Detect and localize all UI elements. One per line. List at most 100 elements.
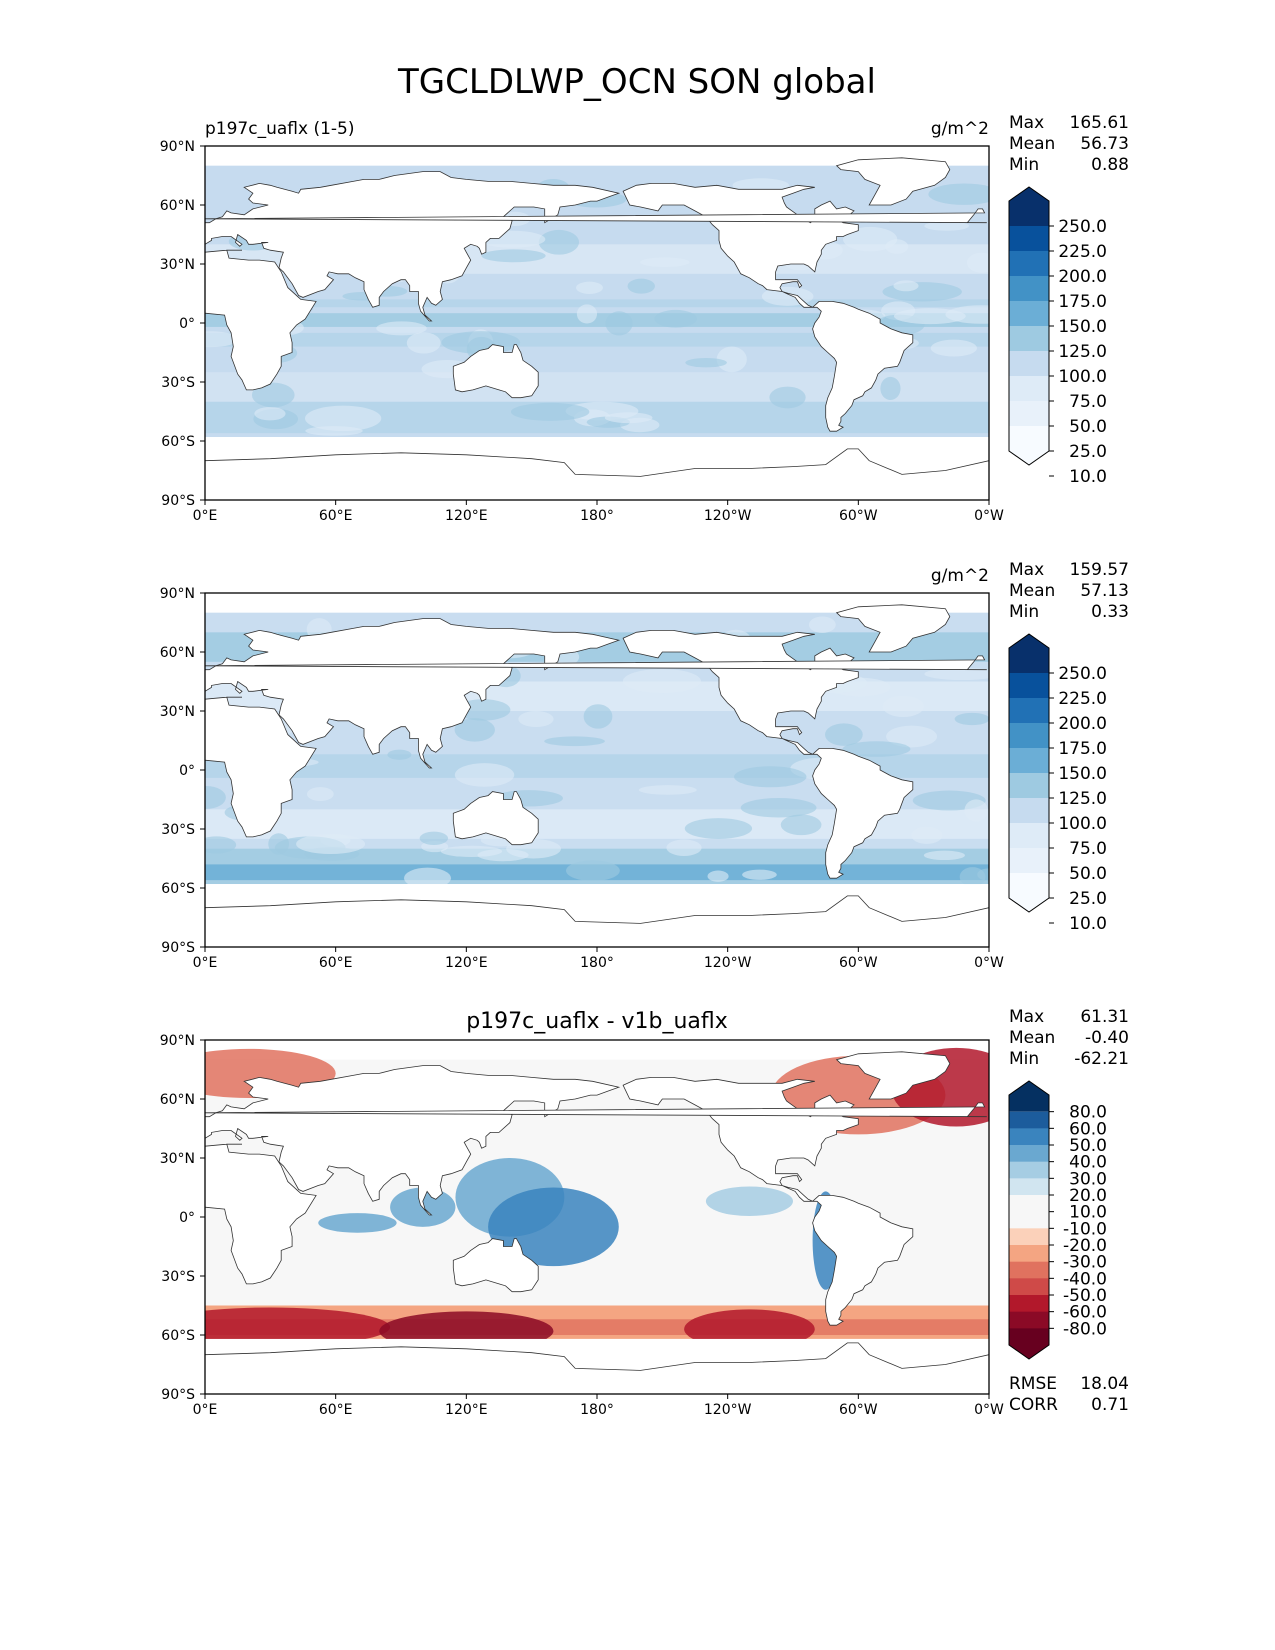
stat-value: -0.40 xyxy=(1085,1028,1129,1048)
field-patch xyxy=(893,308,966,325)
field-patch xyxy=(886,725,938,748)
stat-value: -62.21 xyxy=(1074,1049,1129,1069)
colorbar-tick-label: 25.0 xyxy=(1069,889,1107,909)
y-tick-label: 30°N xyxy=(160,257,195,273)
field-patch xyxy=(538,229,580,255)
y-tick-label: 30°S xyxy=(161,1269,195,1285)
colorbar-segment xyxy=(1009,848,1049,874)
y-tick-label: 30°S xyxy=(161,822,195,838)
coastline xyxy=(205,1143,317,1285)
coastline xyxy=(205,1102,987,1118)
colorbar-tick-label: 10.0 xyxy=(1069,467,1107,487)
stat-label: Min xyxy=(1009,1049,1039,1069)
field-patch xyxy=(305,426,363,436)
y-tick-label: 60°N xyxy=(160,1092,195,1108)
y-tick-label: 60°S xyxy=(161,1328,195,1344)
colorbar-tick-label: 50.0 xyxy=(1069,417,1107,437)
field-patch xyxy=(565,860,620,882)
field-patch xyxy=(454,718,495,742)
field-patch xyxy=(734,766,807,788)
y-tick-label: 30°N xyxy=(160,1151,195,1167)
colorbar-segment xyxy=(1009,698,1049,724)
stat-label: Max xyxy=(1009,1007,1044,1027)
y-tick-label: 60°N xyxy=(160,645,195,661)
colorbar-segment xyxy=(1009,1161,1049,1179)
colorbar-segment xyxy=(1009,748,1049,774)
colorbar-segment xyxy=(1009,1245,1049,1263)
field-patch xyxy=(842,741,911,757)
colorbar-tick-label: 150.0 xyxy=(1058,317,1107,337)
x-tick-label: 180° xyxy=(580,1402,614,1418)
field-patch xyxy=(843,226,898,252)
colorbar-tick-label: 200.0 xyxy=(1058,267,1107,287)
coastline xyxy=(205,171,621,322)
field-patch xyxy=(510,402,590,421)
field-patch xyxy=(306,787,334,801)
field-patch xyxy=(454,763,515,787)
colorbar-tick-label: 225.0 xyxy=(1058,242,1107,262)
colorbar-tick-label: 225.0 xyxy=(1058,689,1107,709)
colorbar-segment xyxy=(1009,426,1049,465)
colorbar-segment xyxy=(1009,823,1049,849)
field-patch xyxy=(740,797,817,818)
landmasses xyxy=(205,604,989,947)
field-patch xyxy=(419,831,449,845)
field-patch xyxy=(705,1186,793,1217)
panel-left-title: p197c_uaflx (1-5) xyxy=(205,119,354,139)
colorbar: 250.0 225.0 200.0 175.0 150.0 125.0 100.0 75.0 5… xyxy=(1008,186,1107,487)
stat-label: Max xyxy=(1009,560,1044,580)
x-tick-label: 60°W xyxy=(839,1402,878,1418)
colorbar-tick-label: -20.0 xyxy=(1063,1236,1107,1256)
stat-value: 0.71 xyxy=(1091,1395,1129,1415)
colorbar-tick-label: 50.0 xyxy=(1069,864,1107,884)
x-tick-label: 120°E xyxy=(445,508,488,524)
colorbar-segment xyxy=(1009,251,1049,277)
field-patch xyxy=(742,869,777,880)
stat-value: 165.61 xyxy=(1070,113,1129,133)
x-tick-label: 120°W xyxy=(704,508,752,524)
colorbar: 250.0 225.0 200.0 175.0 150.0 125.0 100.0 75.0 5… xyxy=(1008,633,1107,934)
coastline xyxy=(205,448,989,500)
field-patch xyxy=(304,405,382,432)
colorbar-tick-label: 75.0 xyxy=(1069,392,1107,412)
colorbar-segment xyxy=(1009,187,1049,226)
x-tick-label: 120°E xyxy=(445,955,488,971)
field-patch xyxy=(707,870,729,882)
y-tick-label: 90°N xyxy=(160,586,195,602)
field-patch xyxy=(732,178,790,193)
coastline xyxy=(452,344,539,399)
field-patch xyxy=(544,736,605,747)
colorbar-segment xyxy=(1009,351,1049,377)
colorbar-segment xyxy=(1009,1128,1049,1146)
field-patch xyxy=(808,616,836,633)
y-tick-label: 0° xyxy=(179,763,195,779)
field-patch xyxy=(825,723,863,746)
y-tick-label: 90°N xyxy=(160,1033,195,1049)
coastline xyxy=(205,1342,989,1394)
colorbar-tick-label: 175.0 xyxy=(1058,739,1107,759)
colorbar-segment xyxy=(1009,1311,1049,1329)
colorbar-tick-label: 10.0 xyxy=(1069,1203,1107,1223)
coastline xyxy=(205,895,989,947)
field-patch xyxy=(481,249,546,263)
field-patch xyxy=(666,839,702,856)
y-tick-label: 90°S xyxy=(161,1387,195,1403)
x-tick-label: 180° xyxy=(580,955,614,971)
field-patch xyxy=(440,845,503,857)
stat-label: CORR xyxy=(1009,1395,1058,1415)
field-patch xyxy=(376,321,427,336)
colorbar-segment xyxy=(1009,723,1049,749)
stat-value: 57.13 xyxy=(1080,581,1129,601)
field-patch xyxy=(684,818,753,839)
colorbar-segment xyxy=(1009,773,1049,799)
stat-label: RMSE xyxy=(1009,1374,1057,1394)
colorbar-segment xyxy=(1009,634,1049,673)
colorbar-segment xyxy=(1009,1328,1049,1359)
x-tick-label: 60°E xyxy=(319,1402,353,1418)
field-patch xyxy=(964,799,988,822)
field-patch xyxy=(318,1213,397,1233)
y-tick-label: 90°S xyxy=(161,940,195,956)
x-tick-label: 120°W xyxy=(704,1402,752,1418)
field-patch xyxy=(880,376,901,401)
